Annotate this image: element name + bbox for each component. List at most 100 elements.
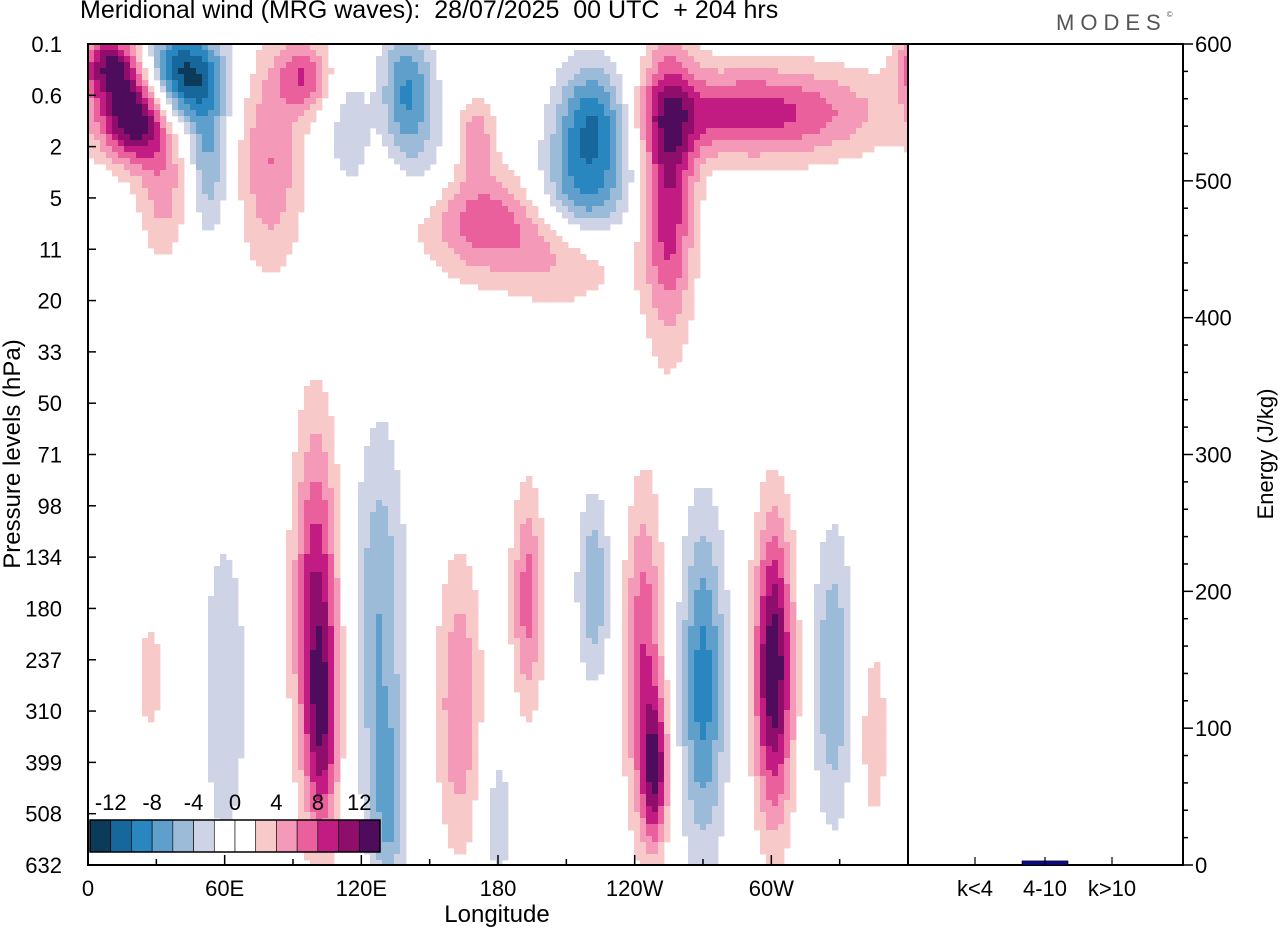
wind-cell (358, 548, 365, 555)
wind-cell (466, 260, 473, 267)
wind-cell (148, 128, 155, 135)
wind-cell (640, 158, 647, 165)
wind-cell (682, 284, 689, 291)
wind-cell (586, 74, 593, 81)
wind-cell (688, 632, 695, 639)
wind-cell (652, 110, 659, 117)
wind-cell (550, 164, 557, 171)
wind-cell (820, 566, 827, 573)
wind-cell (616, 194, 623, 201)
wind-cell (586, 134, 593, 141)
wind-cell (328, 530, 335, 537)
wind-cell (664, 212, 671, 219)
wind-cell (352, 134, 359, 141)
wind-cell (496, 242, 503, 249)
wind-cell (454, 266, 461, 273)
wind-cell (100, 74, 107, 81)
wind-cell (232, 584, 239, 591)
wind-cell (604, 92, 611, 99)
wind-cell (376, 614, 383, 621)
wind-cell (298, 608, 305, 615)
wind-cell (880, 68, 887, 75)
wind-cell (388, 68, 395, 75)
wind-cell (298, 68, 305, 75)
wind-cell (676, 224, 683, 231)
wind-cell (670, 254, 677, 261)
wind-cell (562, 290, 569, 297)
wind-cell (256, 116, 263, 123)
wind-cell (754, 140, 761, 147)
wind-cell (850, 104, 857, 111)
wind-cell (598, 80, 605, 87)
wind-cell (646, 494, 653, 501)
wind-cell (358, 506, 365, 513)
wind-cell (172, 86, 179, 93)
wind-cell (316, 488, 323, 495)
wind-cell (298, 92, 305, 99)
wind-cell (658, 602, 665, 609)
wind-cell (154, 248, 161, 255)
wind-cell (196, 44, 203, 51)
wind-cell (568, 188, 575, 195)
wind-cell (520, 554, 527, 561)
wind-cell (94, 44, 101, 51)
wind-cell (544, 236, 551, 243)
wind-cell (508, 626, 515, 633)
wind-cell (646, 188, 653, 195)
wind-cell (334, 608, 341, 615)
wind-cell (778, 524, 785, 531)
wind-cell (580, 560, 587, 567)
wind-cell (430, 98, 437, 105)
wind-cell (508, 620, 515, 627)
wind-cell (214, 638, 221, 645)
wind-cell (358, 560, 365, 567)
wind-cell (592, 218, 599, 225)
wind-cell (694, 488, 701, 495)
wind-cell (724, 602, 731, 609)
wind-cell (256, 170, 263, 177)
wind-cell (202, 122, 209, 129)
wind-cell (376, 500, 383, 507)
wind-cell (694, 572, 701, 579)
wind-cell (508, 548, 515, 555)
wind-cell (298, 542, 305, 549)
wind-cell (604, 176, 611, 183)
wind-cell (250, 92, 257, 99)
wind-cell (676, 86, 683, 93)
wind-cell (826, 614, 833, 621)
wind-cell (358, 500, 365, 507)
wind-cell (586, 170, 593, 177)
wind-cell (304, 464, 311, 471)
wind-cell (268, 224, 275, 231)
wind-cell (580, 548, 587, 555)
wind-cell (658, 338, 665, 345)
wind-cell (154, 68, 161, 75)
wind-cell (382, 506, 389, 513)
wind-cell (664, 344, 671, 351)
wind-cell (700, 632, 707, 639)
wind-cell (298, 158, 305, 165)
wind-cell (670, 74, 677, 81)
wind-cell (700, 500, 707, 507)
wind-cell (760, 530, 767, 537)
wind-cell (688, 638, 695, 645)
wind-cell (832, 62, 839, 69)
wind-cell (124, 68, 131, 75)
wind-cell (568, 194, 575, 201)
wind-cell (550, 278, 557, 285)
wind-cell (400, 164, 407, 171)
wind-cell (586, 62, 593, 69)
wind-cell (292, 506, 299, 513)
wind-cell (418, 224, 425, 231)
wind-cell (274, 170, 281, 177)
wind-cell (136, 200, 143, 207)
wind-cell (820, 80, 827, 87)
wind-cell (784, 614, 791, 621)
wind-cell (676, 284, 683, 291)
wind-cell (334, 554, 341, 561)
wind-cell (484, 230, 491, 237)
wind-cell (484, 248, 491, 255)
wind-cell (184, 56, 191, 63)
wind-cell (586, 542, 593, 549)
wind-cell (106, 62, 113, 69)
